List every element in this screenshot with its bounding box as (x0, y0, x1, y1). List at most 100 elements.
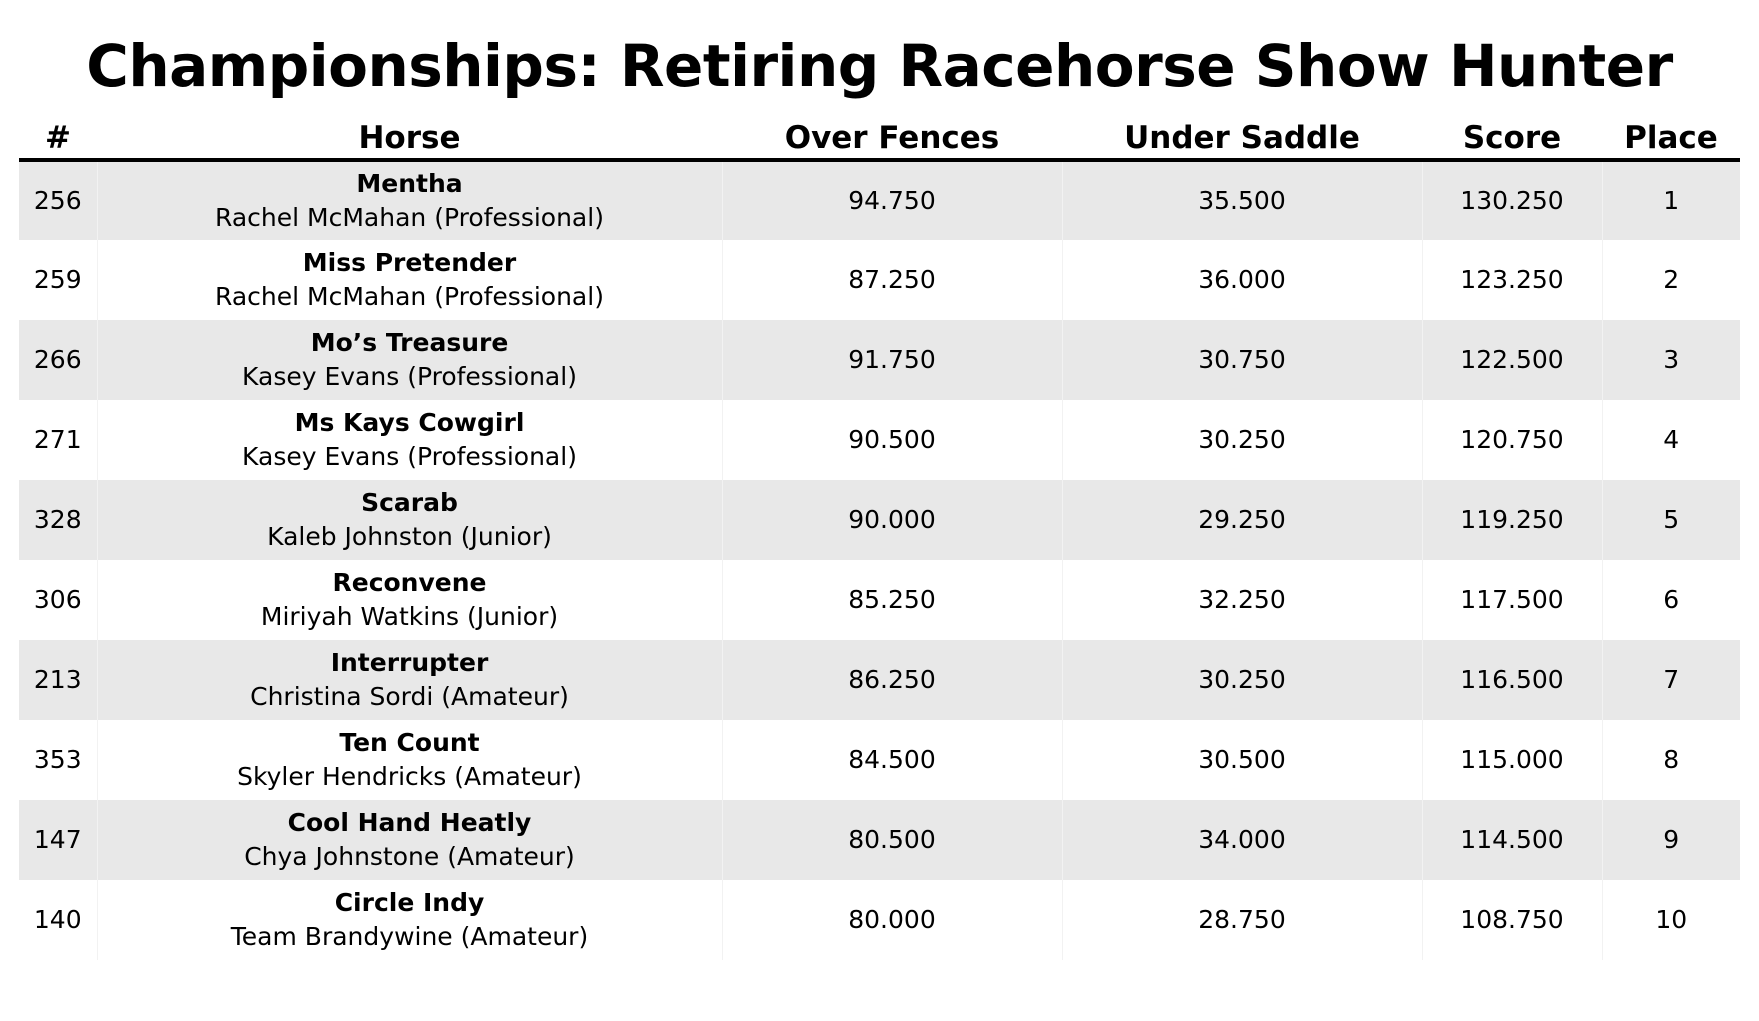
table-row: 271 Ms Kays Cowgirl Kasey Evans (Profess… (19, 400, 1740, 480)
cell-number: 213 (19, 640, 98, 720)
cell-number: 328 (19, 480, 98, 560)
cell-under-saddle: 32.250 (1062, 560, 1423, 640)
cell-number: 306 (19, 560, 98, 640)
cell-horse: Mentha Rachel McMahan (Professional) (97, 160, 723, 240)
horse-name: Cool Hand Heatly (287, 808, 532, 837)
table-row: 147 Cool Hand Heatly Chya Johnstone (Ama… (19, 800, 1740, 880)
cell-under-saddle: 28.750 (1062, 880, 1423, 960)
cell-score: 122.500 (1422, 320, 1603, 400)
horse-name: Mo’s Treasure (310, 328, 509, 357)
column-header-score: Score (1422, 108, 1602, 162)
cell-over-fences: 94.750 (722, 160, 1063, 240)
cell-number: 140 (19, 880, 98, 960)
cell-over-fences: 91.750 (722, 320, 1063, 400)
cell-over-fences: 85.250 (722, 560, 1063, 640)
cell-score: 115.000 (1422, 720, 1603, 800)
cell-over-fences: 84.500 (722, 720, 1063, 800)
column-header-under-saddle: Under Saddle (1062, 108, 1422, 162)
cell-horse: Ms Kays Cowgirl Kasey Evans (Professiona… (97, 400, 723, 480)
cell-score: 117.500 (1422, 560, 1603, 640)
table-row: 140 Circle Indy Team Brandywine (Amateur… (19, 880, 1740, 960)
cell-under-saddle: 30.250 (1062, 640, 1423, 720)
horse-name: Mentha (356, 169, 463, 198)
cell-place: 6 (1602, 560, 1740, 640)
horse-name: Miss Pretender (302, 248, 517, 277)
cell-number: 256 (19, 160, 98, 240)
table-header: # Horse Over Fences Under Saddle Score P… (19, 108, 1740, 162)
cell-horse: Miss Pretender Rachel McMahan (Professio… (97, 240, 723, 320)
cell-number: 271 (19, 400, 98, 480)
cell-score: 114.500 (1422, 800, 1603, 880)
cell-horse: Ten Count Skyler Hendricks (Amateur) (97, 720, 723, 800)
table-row: 306 Reconvene Miriyah Watkins (Junior) 8… (19, 560, 1740, 640)
cell-over-fences: 80.500 (722, 800, 1063, 880)
rider-name: Kaleb Johnston (Junior) (267, 522, 552, 551)
cell-place: 8 (1602, 720, 1740, 800)
cell-under-saddle: 34.000 (1062, 800, 1423, 880)
rider-name: Miriyah Watkins (Junior) (260, 602, 559, 631)
header-row: # Horse Over Fences Under Saddle Score P… (19, 108, 1740, 162)
cell-over-fences: 87.250 (722, 240, 1063, 320)
cell-place: 9 (1602, 800, 1740, 880)
column-header-number: # (19, 108, 97, 162)
cell-number: 147 (19, 800, 98, 880)
cell-under-saddle: 35.500 (1062, 160, 1423, 240)
horse-name: Reconvene (332, 568, 487, 597)
cell-score: 130.250 (1422, 160, 1603, 240)
cell-place: 3 (1602, 320, 1740, 400)
table-row: 266 Mo’s Treasure Kasey Evans (Professio… (19, 320, 1740, 400)
horse-name: Circle Indy (334, 888, 485, 917)
table-row: 256 Mentha Rachel McMahan (Professional)… (19, 160, 1740, 240)
column-header-over-fences: Over Fences (722, 108, 1062, 162)
rider-name: Kasey Evans (Professional) (242, 362, 577, 391)
rider-name: Rachel McMahan (Professional) (215, 282, 604, 311)
rider-name: Christina Sordi (Amateur) (250, 682, 569, 711)
cell-score: 108.750 (1422, 880, 1603, 960)
cell-under-saddle: 29.250 (1062, 480, 1423, 560)
cell-over-fences: 90.500 (722, 400, 1063, 480)
rider-name: Kasey Evans (Professional) (242, 442, 577, 471)
cell-horse: Cool Hand Heatly Chya Johnstone (Amateur… (97, 800, 723, 880)
horse-name: Interrupter (330, 648, 489, 677)
cell-number: 259 (19, 240, 98, 320)
cell-score: 116.500 (1422, 640, 1603, 720)
horse-name: Scarab (361, 488, 458, 517)
cell-score: 120.750 (1422, 400, 1603, 480)
cell-over-fences: 80.000 (722, 880, 1063, 960)
cell-horse: Circle Indy Team Brandywine (Amateur) (97, 880, 723, 960)
rider-name: Team Brandywine (Amateur) (230, 922, 589, 951)
cell-under-saddle: 30.750 (1062, 320, 1423, 400)
cell-over-fences: 86.250 (722, 640, 1063, 720)
cell-place: 4 (1602, 400, 1740, 480)
cell-horse: Mo’s Treasure Kasey Evans (Professional) (97, 320, 723, 400)
cell-horse: Scarab Kaleb Johnston (Junior) (97, 480, 723, 560)
cell-place: 10 (1602, 880, 1740, 960)
cell-place: 7 (1602, 640, 1740, 720)
table-row: 353 Ten Count Skyler Hendricks (Amateur)… (19, 720, 1740, 800)
table-row: 213 Interrupter Christina Sordi (Amateur… (19, 640, 1740, 720)
horse-name: Ten Count (339, 728, 480, 757)
results-table: # Horse Over Fences Under Saddle Score P… (19, 108, 1740, 960)
cell-under-saddle: 30.250 (1062, 400, 1423, 480)
cell-under-saddle: 30.500 (1062, 720, 1423, 800)
horse-name: Ms Kays Cowgirl (294, 408, 525, 437)
cell-horse: Interrupter Christina Sordi (Amateur) (97, 640, 723, 720)
cell-score: 123.250 (1422, 240, 1603, 320)
table-body: 256 Mentha Rachel McMahan (Professional)… (19, 160, 1740, 960)
cell-over-fences: 90.000 (722, 480, 1063, 560)
cell-number: 266 (19, 320, 98, 400)
cell-horse: Reconvene Miriyah Watkins (Junior) (97, 560, 723, 640)
cell-under-saddle: 36.000 (1062, 240, 1423, 320)
rider-name: Skyler Hendricks (Amateur) (237, 762, 582, 791)
cell-place: 2 (1602, 240, 1740, 320)
table-row: 328 Scarab Kaleb Johnston (Junior) 90.00… (19, 480, 1740, 560)
rider-name: Rachel McMahan (Professional) (215, 203, 604, 232)
rider-name: Chya Johnstone (Amateur) (244, 842, 575, 871)
table-row: 259 Miss Pretender Rachel McMahan (Profe… (19, 240, 1740, 320)
cell-place: 1 (1602, 160, 1740, 240)
cell-score: 119.250 (1422, 480, 1603, 560)
cell-number: 353 (19, 720, 98, 800)
column-header-place: Place (1602, 108, 1740, 162)
column-header-horse: Horse (97, 108, 722, 162)
